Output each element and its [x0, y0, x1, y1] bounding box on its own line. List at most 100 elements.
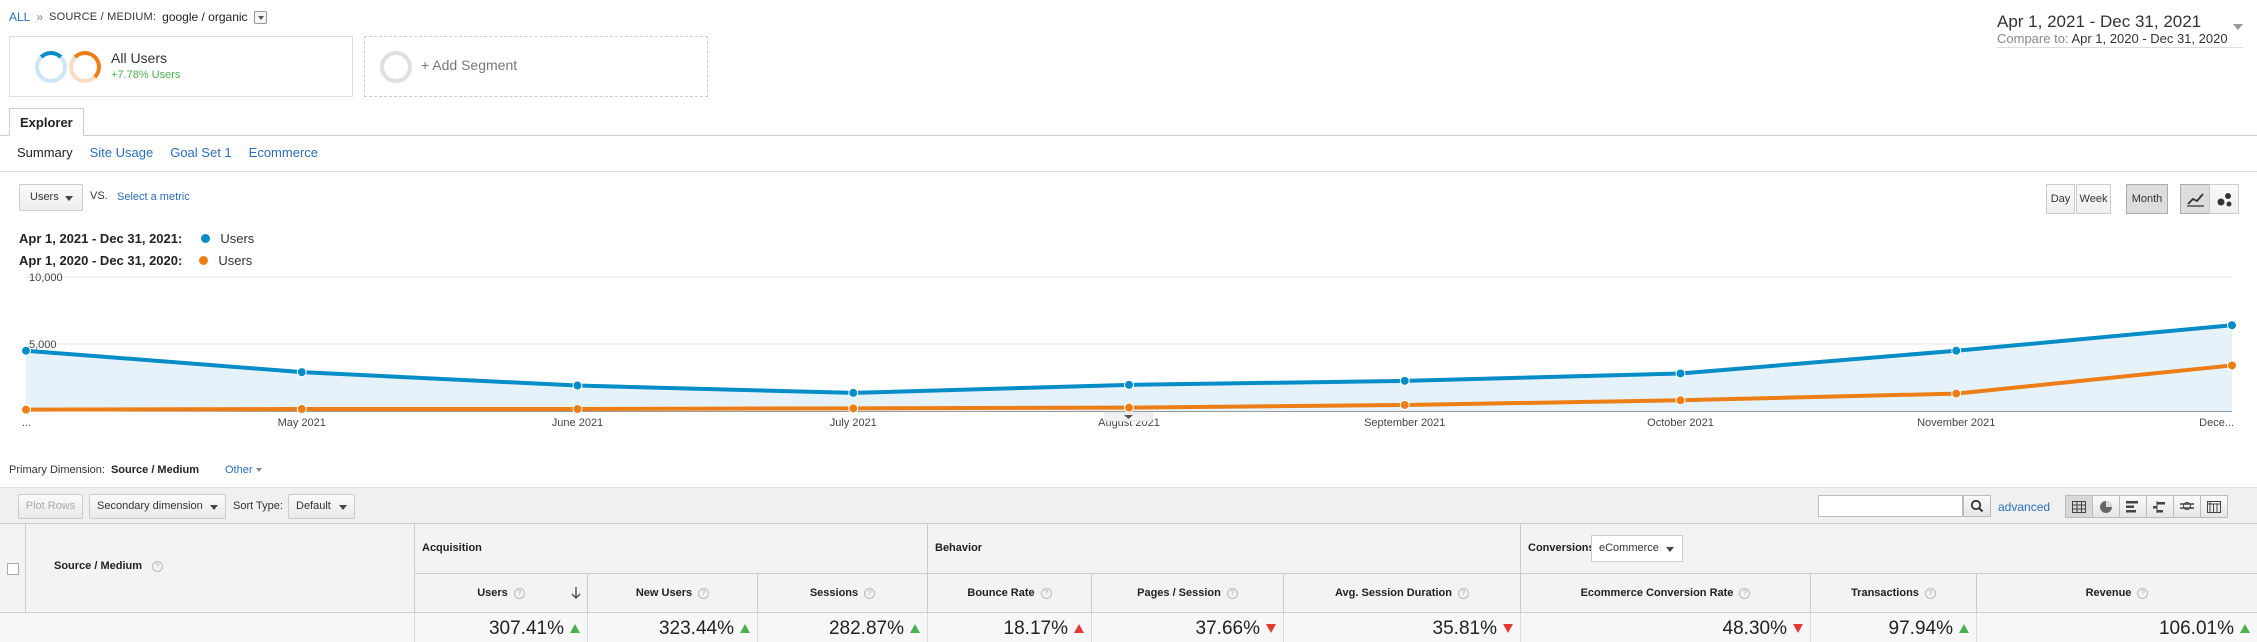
- checkbox-column-divider: [25, 524, 26, 642]
- summary-bounce-rate: 18.17%: [927, 613, 1091, 642]
- series-point-current-6: [1675, 368, 1686, 379]
- col-pages-per-session-help-icon[interactable]: ?: [1226, 587, 1238, 599]
- col-revenue[interactable]: Revenue ?: [1976, 573, 2257, 612]
- dimension-help-icon[interactable]: ?: [152, 560, 164, 572]
- sort-type-select[interactable]: Default: [288, 494, 355, 519]
- group-behavior: Behavior: [927, 524, 1520, 573]
- legend-current: Apr 1, 2021 - Dec 31, 2021: Users: [19, 231, 254, 246]
- col-transactions[interactable]: Transactions ?: [1810, 573, 1976, 612]
- legend-previous: Apr 1, 2020 - Dec 31, 2020: Users: [19, 253, 252, 268]
- view-pivot-button[interactable]: [2200, 495, 2228, 518]
- users-line-chart: 5,000 10,000... May 2021 June 2021 July 2021…: [21, 272, 2237, 429]
- view-comparison-button[interactable]: [2146, 495, 2174, 518]
- series-point-current-2: [572, 380, 583, 391]
- add-segment-label: + Add Segment: [421, 57, 518, 73]
- metric-select[interactable]: Users: [19, 184, 83, 211]
- primary-dimension-value[interactable]: Source / Medium: [110, 464, 199, 476]
- bubble-chart-icon: [2217, 193, 2232, 207]
- advanced-filter-link[interactable]: advanced: [1998, 500, 2051, 514]
- segment-subtitle: +7.78% Users: [111, 69, 181, 81]
- select-metric-link[interactable]: Select a metric: [117, 191, 190, 203]
- explorer-subtabs: Summary Site Usage Goal Set 1 Ecommerce: [17, 145, 318, 160]
- plot-rows-button[interactable]: Plot Rows: [18, 494, 83, 519]
- col-revenue-help-icon[interactable]: ?: [2137, 587, 2149, 599]
- y-tick-label-0: 5,000: [29, 339, 57, 351]
- legend-previous-range: Apr 1, 2020 - Dec 31, 2020:: [19, 253, 183, 268]
- motion-chart-button[interactable]: [2209, 184, 2239, 214]
- date-range-chevron-down-icon: [2233, 24, 2243, 30]
- date-range-picker[interactable]: Apr 1, 2021 - Dec 31, 2021 Compare to: A…: [1997, 12, 2243, 48]
- other-chevron-down-icon: [255, 468, 262, 472]
- col-users[interactable]: Users ?: [414, 573, 587, 612]
- col-avg-session-duration-help-icon[interactable]: ?: [1457, 587, 1469, 599]
- col-bounce-rate-help-icon[interactable]: ?: [1040, 587, 1052, 599]
- col-bounce-rate[interactable]: Bounce Rate ?: [927, 573, 1091, 612]
- summary-ecommerce-conversion-rate: 48.30%: [1520, 613, 1810, 642]
- period-month-button[interactable]: Month: [2126, 184, 2168, 214]
- view-data-table-button[interactable]: [2065, 495, 2093, 518]
- trend-down-icon: [1266, 624, 1276, 633]
- primary-dimension-other[interactable]: Other: [225, 464, 253, 476]
- period-day-button[interactable]: Day: [2046, 184, 2075, 214]
- series-point-current-8: [2227, 320, 2237, 331]
- tab-explorer[interactable]: Explorer: [9, 108, 84, 136]
- view-performance-button[interactable]: [2119, 495, 2147, 518]
- subtab-goal-set-1[interactable]: Goal Set 1: [170, 145, 232, 160]
- trend-up-icon: [910, 624, 920, 633]
- summary-pages-per-session: 37.66%: [1091, 613, 1283, 642]
- trend-up-bad-icon: [1074, 624, 1084, 633]
- col-ecommerce-conversion-rate-help-icon[interactable]: ?: [1739, 587, 1751, 599]
- col-sessions[interactable]: Sessions ?: [757, 573, 927, 612]
- col-new-users[interactable]: New Users ?: [587, 573, 757, 612]
- trend-up-icon: [570, 624, 580, 633]
- col-ecommerce-conversion-rate[interactable]: Ecommerce Conversion Rate ?: [1520, 573, 1810, 612]
- segment-ring-orange-icon: [69, 51, 101, 83]
- table-search-button[interactable]: [1963, 495, 1991, 517]
- breadcrumb-separator: »: [36, 10, 44, 24]
- subtab-site-usage[interactable]: Site Usage: [89, 145, 154, 160]
- group-conversions: Conversions: [1520, 524, 2257, 573]
- col-avg-session-duration[interactable]: Avg. Session Duration ?: [1283, 573, 1520, 612]
- conversions-select[interactable]: eCommerce: [1591, 535, 1683, 562]
- grid-icon: [2072, 500, 2086, 513]
- subtab-summary[interactable]: Summary: [17, 145, 73, 160]
- secondary-dimension-select[interactable]: Secondary dimension: [89, 494, 226, 519]
- add-segment-button[interactable]: + Add Segment: [364, 36, 708, 97]
- summary-revenue: 106.01%: [1976, 613, 2257, 642]
- pivot-table-icon: [2207, 500, 2221, 513]
- col-transactions-help-icon[interactable]: ?: [1924, 587, 1936, 599]
- series-point-previous-6: [1675, 395, 1686, 406]
- sort-descending-icon: [571, 587, 581, 599]
- select-all-checkbox[interactable]: [7, 563, 19, 575]
- summary-avg-session-duration-value: 35.81%: [1432, 617, 1497, 639]
- col-new-users-help-icon[interactable]: ?: [698, 587, 710, 599]
- view-term-cloud-button[interactable]: [2173, 495, 2201, 518]
- col-users-help-icon[interactable]: ?: [513, 587, 525, 599]
- search-icon: [1970, 499, 1984, 513]
- bar-chart-icon: [2126, 500, 2138, 512]
- summary-transactions-value: 97.94%: [1888, 617, 1953, 639]
- compare-label: Compare to:: [1997, 31, 2069, 46]
- x-tick-label-0: ...: [22, 417, 31, 429]
- breadcrumb-all-link[interactable]: ALL: [9, 10, 31, 24]
- breadcrumb-dimension-label: SOURCE / MEDIUM:: [49, 11, 157, 23]
- legend-previous-metric: Users: [218, 253, 253, 268]
- table-search-input[interactable]: [1818, 495, 1963, 517]
- view-pie-button[interactable]: [2092, 495, 2120, 518]
- dimension-column-header[interactable]: Source / Medium ?: [54, 560, 164, 572]
- summary-ecommerce-conversion-rate-value: 48.30%: [1722, 617, 1787, 639]
- trend-up-icon: [1959, 624, 1969, 633]
- period-week-button[interactable]: Week: [2076, 184, 2111, 214]
- breadcrumb-dropdown-button[interactable]: [253, 10, 267, 24]
- col-sessions-help-icon[interactable]: ?: [864, 587, 876, 599]
- col-pages-per-session[interactable]: Pages / Session ?: [1091, 573, 1283, 612]
- subtab-ecommerce[interactable]: Ecommerce: [248, 145, 319, 160]
- x-tick-label-7: November 2021: [1917, 417, 1995, 429]
- summary-transactions: 97.94%: [1810, 613, 1976, 642]
- line-chart-button[interactable]: [2180, 184, 2210, 214]
- date-range-compare: Compare to: Apr 1, 2020 - Dec 31, 2020: [1997, 31, 2228, 46]
- segment-all-users[interactable]: All Users +7.78% Users: [9, 36, 353, 97]
- x-tick-label-2: June 2021: [552, 417, 603, 429]
- summary-pages-per-session-value: 37.66%: [1195, 617, 1260, 639]
- x-tick-label-3: July 2021: [830, 417, 877, 429]
